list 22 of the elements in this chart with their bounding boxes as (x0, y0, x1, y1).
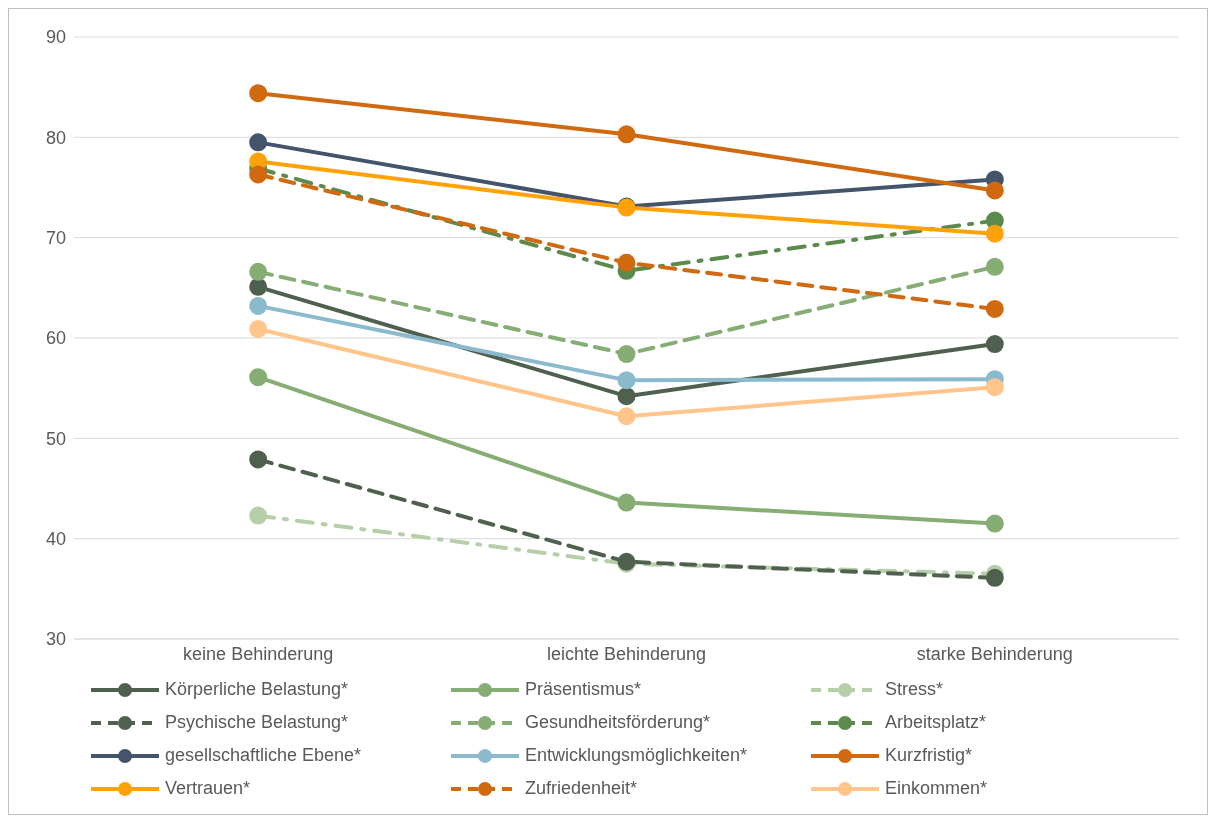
x-tick-label: keine Behinderung (183, 643, 334, 664)
legend-label: Vertrauen* (165, 778, 251, 799)
legend-label: Arbeitsplatz* (885, 712, 987, 733)
y-tick-label: 90 (45, 27, 66, 48)
y-tick-label: 70 (45, 228, 66, 249)
legend-label: Kurzfristig* (885, 745, 973, 766)
legend-label: Präsentismus* (525, 679, 642, 700)
y-tick-label: 80 (45, 127, 66, 148)
y-tick-label: 50 (45, 428, 66, 449)
legend-label: Zufriedenheit* (525, 778, 638, 799)
legend-label: gesellschaftliche Ebene* (165, 745, 362, 766)
legend-label: Psychische Belastung* (165, 712, 349, 733)
y-tick-label: 30 (45, 629, 66, 650)
legend-label: Entwicklungsmöglichkeiten* (525, 745, 748, 766)
legend-label: Einkommen* (885, 778, 988, 799)
legend-label: Körperliche Belastung* (165, 679, 349, 700)
x-tick-label: leichte Behinderung (546, 643, 707, 664)
x-tick-label: starke Behinderung (916, 643, 1073, 664)
legend-label: Gesundheitsförderung* (525, 712, 711, 733)
y-tick-label: 60 (45, 328, 66, 349)
y-tick-label: 40 (45, 529, 66, 550)
legend-label: Stress* (885, 679, 944, 700)
